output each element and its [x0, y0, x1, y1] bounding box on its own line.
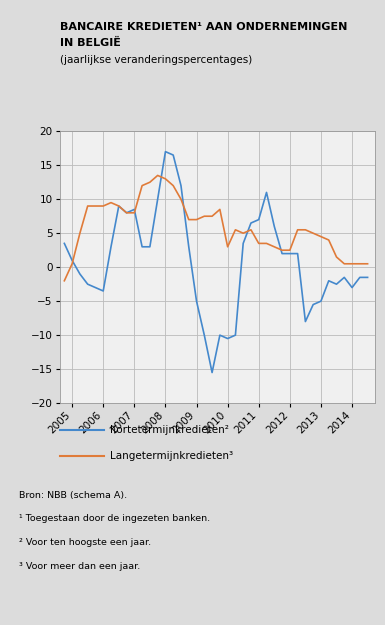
- Text: ¹ Toegestaan door de ingezeten banken.: ¹ Toegestaan door de ingezeten banken.: [19, 514, 210, 523]
- Text: ² Voor ten hoogste een jaar.: ² Voor ten hoogste een jaar.: [19, 538, 151, 547]
- Text: BANCAIRE KREDIETEN¹ AAN ONDERNEMINGEN: BANCAIRE KREDIETEN¹ AAN ONDERNEMINGEN: [60, 22, 347, 32]
- Text: Bron: NBB (schema A).: Bron: NBB (schema A).: [19, 491, 127, 499]
- Text: Kortetermijnkredieten²: Kortetermijnkredieten²: [110, 425, 229, 435]
- Text: IN BELGIË: IN BELGIË: [60, 38, 121, 48]
- Text: ³ Voor meer dan een jaar.: ³ Voor meer dan een jaar.: [19, 562, 141, 571]
- Text: (jaarlijkse veranderingspercentages): (jaarlijkse veranderingspercentages): [60, 55, 252, 65]
- Text: Langetermijnkredieten³: Langetermijnkredieten³: [110, 451, 233, 461]
